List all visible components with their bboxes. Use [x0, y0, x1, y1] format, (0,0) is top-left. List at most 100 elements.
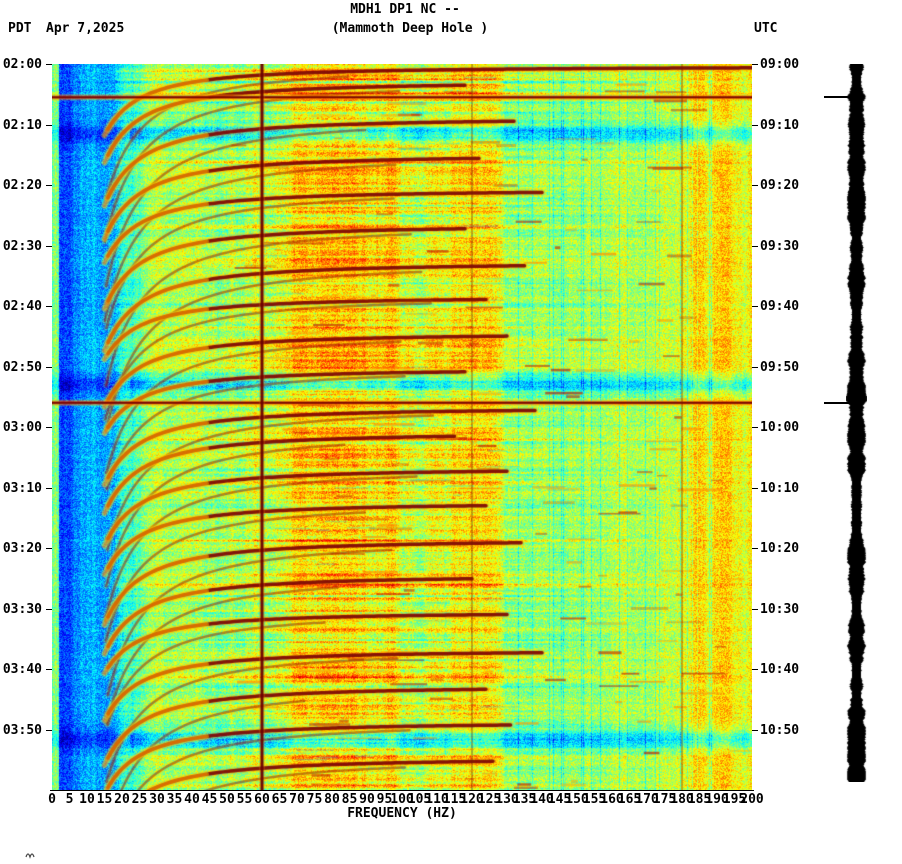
freq-tick-label: 70 [289, 792, 305, 807]
freq-tick-label: 190 [705, 792, 729, 807]
right-axis-tick [752, 548, 758, 549]
left-time-label: 02:30 [2, 238, 42, 254]
right-axis-tick [752, 427, 758, 428]
right-time-label: 09:40 [760, 299, 800, 314]
freq-tick-label: 25 [131, 792, 148, 807]
freq-tick-label: 65 [271, 792, 288, 807]
right-time-label: 09:00 [760, 57, 800, 72]
freq-tick-label: 100 [390, 792, 414, 807]
freq-tick-label: 30 [149, 792, 165, 807]
right-axis-tick [752, 729, 758, 731]
left-time-label: 03:10 [2, 480, 42, 496]
freq-tick-label: 120 [460, 792, 484, 807]
left-time-label: 03:00 [2, 420, 42, 435]
left-axis-tick [46, 124, 52, 126]
left-axis-tick [46, 366, 52, 368]
freq-tick-label: 175 [652, 792, 677, 807]
right-time-label: 09:20 [760, 178, 800, 193]
right-time-label: 09:30 [760, 238, 800, 254]
freq-tick-label: 35 [166, 792, 183, 807]
left-time-label: 02:50 [2, 359, 42, 375]
freq-tick-label: 50 [219, 792, 235, 807]
freq-tick-label: 150 [565, 792, 589, 807]
stray-mark [25, 853, 35, 859]
right-axis-tick [752, 185, 758, 186]
left-axis-tick [46, 487, 52, 489]
left-axis-tick [46, 185, 52, 186]
freq-tick-label: 15 [96, 792, 113, 807]
freq-tick-label: 45 [201, 792, 218, 807]
right-axis-tick [752, 608, 758, 610]
right-axis-tick [752, 124, 758, 126]
left-axis-tick [46, 669, 52, 670]
left-axis-tick [46, 548, 52, 549]
right-axis-tick [752, 487, 758, 489]
freq-tick-label: 140 [530, 792, 554, 807]
freq-tick-label: 105 [407, 792, 432, 807]
freq-tick-label: 165 [617, 792, 642, 807]
freq-tick-label: 75 [306, 792, 323, 807]
freq-tick-label: 180 [670, 792, 694, 807]
seismogram-amplitude-strip [846, 64, 867, 782]
right-time-label: 10:40 [760, 662, 800, 677]
left-time-label: 03:20 [2, 541, 42, 556]
freq-tick-label: 155 [582, 792, 607, 807]
freq-tick-label: 135 [512, 792, 537, 807]
freq-tick-label: 90 [359, 792, 375, 807]
freq-tick-label: 60 [254, 792, 270, 807]
right-time-label: 10:10 [760, 480, 800, 496]
x-axis-line [50, 790, 754, 791]
station-title: MDH1 DP1 NC -- [350, 2, 460, 17]
right-axis-tick [752, 64, 758, 65]
left-time-label: 03:30 [2, 601, 42, 617]
left-time-label: 02:10 [2, 117, 42, 133]
freq-tick-label: 55 [236, 792, 253, 807]
left-time-label: 02:00 [2, 57, 42, 72]
event-tick-mark [824, 96, 854, 99]
right-axis-tick [752, 669, 758, 670]
spectrogram-image [52, 64, 752, 790]
left-time-label: 02:20 [2, 178, 42, 193]
left-axis-tick [46, 608, 52, 610]
left-axis-tick [46, 729, 52, 731]
date-label: Apr 7,2025 [46, 21, 125, 36]
freq-tick-label: 125 [477, 792, 502, 807]
left-time-label: 03:40 [2, 662, 42, 677]
right-time-label: 09:50 [760, 359, 800, 375]
left-axis-tick [46, 427, 52, 428]
x-axis-title: FREQUENCY (HZ) [347, 806, 457, 821]
right-time-label: 10:20 [760, 541, 800, 556]
timezone-right-label: UTC [754, 21, 778, 36]
right-time-label: 09:10 [760, 117, 800, 133]
event-tick-mark [824, 401, 854, 404]
freq-tick-label: 145 [547, 792, 572, 807]
freq-tick-label: 200 [740, 792, 764, 807]
right-axis-tick [752, 306, 758, 307]
right-time-label: 10:00 [760, 420, 800, 435]
freq-tick-label: 85 [341, 792, 358, 807]
timezone-left-label: PDT [8, 21, 32, 36]
left-time-label: 03:50 [2, 722, 42, 738]
freq-tick-label: 195 [722, 792, 747, 807]
left-axis-tick [46, 64, 52, 65]
freq-tick-label: 40 [184, 792, 200, 807]
freq-tick-label: 0 [48, 792, 56, 807]
freq-tick-label: 20 [114, 792, 130, 807]
station-subtitle: (Mammoth Deep Hole ) [331, 21, 489, 36]
left-time-label: 02:40 [2, 299, 42, 314]
freq-tick-label: 5 [65, 792, 74, 807]
left-axis-tick [46, 306, 52, 307]
freq-tick-label: 130 [495, 792, 519, 807]
right-axis-tick [752, 366, 758, 368]
freq-tick-label: 95 [376, 792, 393, 807]
freq-tick-label: 185 [687, 792, 712, 807]
freq-tick-label: 80 [324, 792, 340, 807]
right-time-label: 10:30 [760, 601, 800, 617]
freq-tick-label: 110 [425, 792, 449, 807]
right-time-label: 10:50 [760, 722, 800, 738]
freq-tick-label: 170 [635, 792, 659, 807]
freq-tick-label: 10 [79, 792, 95, 807]
right-axis-tick [752, 245, 758, 247]
freq-tick-label: 160 [600, 792, 624, 807]
